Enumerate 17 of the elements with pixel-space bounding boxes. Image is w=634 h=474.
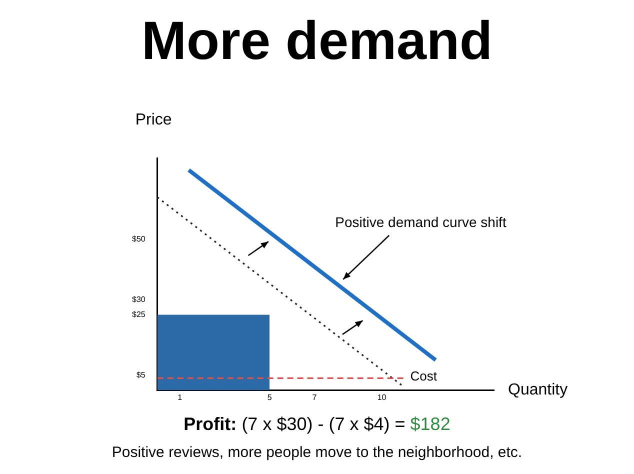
y-tick-label: $5 [136, 370, 146, 380]
series-label: Cost [410, 368, 438, 384]
chart-title: More demand [140, 10, 494, 72]
text: (7 x $30) - (7 x $4) = [242, 414, 406, 434]
text: Profit: [184, 414, 237, 434]
y-axis-title: Price [135, 111, 172, 128]
y-tick-label: $25 [132, 310, 146, 320]
x-tick-label: 1 [178, 393, 183, 402]
x-tick-label: 5 [267, 393, 272, 402]
x-tick-label: 10 [377, 393, 387, 402]
y-tick-label: $30 [132, 294, 146, 304]
text: Positive reviews, more people move to the neighborhood, etc. [112, 444, 522, 461]
text: $182 [410, 414, 450, 434]
y-tick-label: $50 [132, 234, 146, 244]
x-axis-title: Quantity [508, 382, 568, 399]
annotation: Positive demand curve shift [335, 214, 506, 230]
x-tick-label: 7 [312, 393, 318, 402]
